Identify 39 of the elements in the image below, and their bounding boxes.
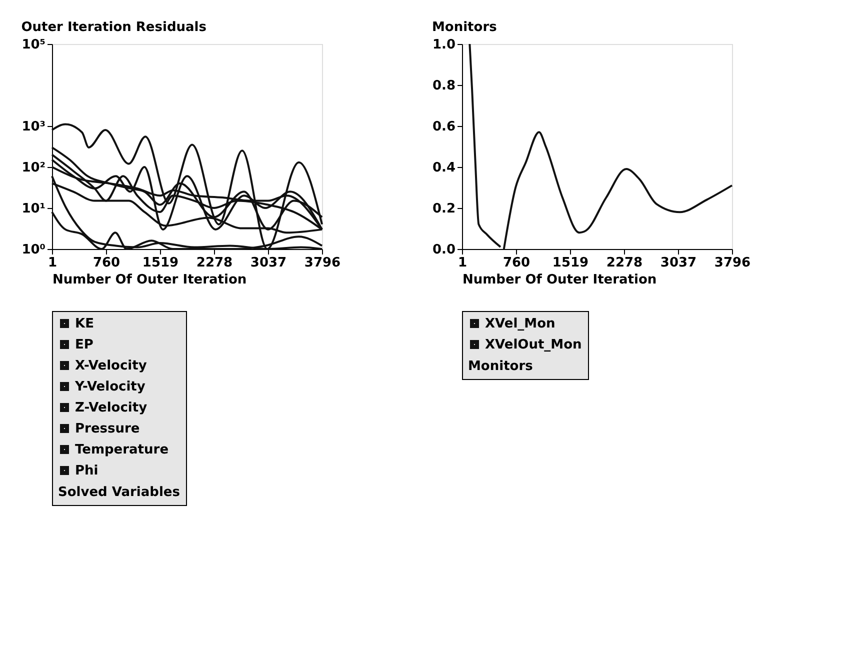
y-tick-label: 10¹ [22, 202, 46, 216]
y-tick-label: 0.6 [432, 120, 456, 134]
x-tick-label: 760 [92, 256, 120, 270]
x-tick-label: 1519 [552, 256, 589, 270]
x-tick-label: 1519 [142, 256, 179, 270]
x-tick-label: 2278 [196, 256, 233, 270]
legend-label: Y-Velocity [74, 380, 146, 394]
legend-label: XVelOut_Mon [485, 338, 582, 352]
legend-label: KE [75, 316, 94, 332]
x-tick-label: 2278 [606, 256, 643, 270]
legend-label: EP [75, 338, 94, 352]
x-tick-label: 1 [458, 256, 468, 270]
legend-label: Pressure [75, 422, 140, 436]
legend-label: XVel_Mon [485, 316, 556, 332]
x-tick-label: 3037 [250, 256, 287, 270]
legend-label: Z-Velocity [75, 400, 148, 416]
y-tick-label: 0.0 [432, 242, 456, 258]
y-tick-label: 1.0 [432, 38, 456, 52]
chart-title: Monitors [432, 20, 498, 35]
x-tick-label: 1 [48, 256, 58, 270]
y-tick-label: 0.2 [432, 202, 456, 216]
legend-label: Temperature [75, 442, 169, 458]
chart-title: Outer Iteration Residuals [21, 20, 207, 35]
x-axis-title: Number Of Outer Iteration [462, 272, 657, 288]
legend-title: Monitors [468, 359, 534, 374]
legend-label: Phi [75, 464, 98, 478]
y-tick-label: 0.8 [432, 78, 456, 94]
x-axis-title: Number Of Outer Iteration [52, 272, 247, 288]
y-tick-label: 10⁵ [22, 38, 46, 52]
legend-title: Solved Variables [58, 485, 180, 500]
x-tick-label: 3796 [304, 256, 341, 270]
x-tick-label: 3796 [714, 256, 751, 270]
x-tick-label: 3037 [660, 256, 697, 270]
y-tick-label: 10² [22, 160, 46, 176]
y-tick-label: 0.4 [432, 160, 456, 176]
x-tick-label: 760 [502, 256, 530, 270]
legend-label: X-Velocity [75, 358, 148, 374]
y-tick-label: 10³ [22, 120, 46, 134]
y-tick-label: 10⁰ [22, 242, 46, 258]
